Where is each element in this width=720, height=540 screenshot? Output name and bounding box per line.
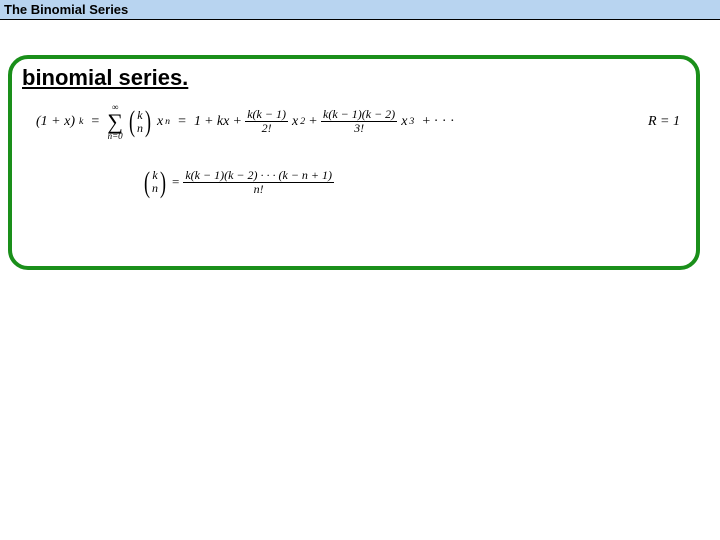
binom-bot: n bbox=[137, 122, 143, 135]
xn-term: xn bbox=[157, 114, 170, 130]
paren-left: ( bbox=[129, 111, 135, 132]
coeff-paren-right: ) bbox=[160, 172, 166, 193]
lhs-exp: k bbox=[79, 116, 83, 127]
term1: kx bbox=[217, 114, 229, 130]
x3-term: x3 bbox=[401, 114, 414, 130]
plus3: + bbox=[309, 114, 317, 130]
plus2: + bbox=[233, 114, 241, 130]
binom-top: k bbox=[137, 109, 142, 122]
dots: + · · · bbox=[418, 114, 454, 130]
frac3: k(k − 1)(k − 2) 3! bbox=[321, 108, 397, 135]
sigma-bottom: n=0 bbox=[108, 132, 123, 141]
binomial-box: binomial series. (1 + x)k = ∞ ∑ n=0 ( k … bbox=[8, 55, 700, 270]
f3-den: 3! bbox=[352, 122, 366, 135]
radius-of-convergence: R = 1 bbox=[648, 114, 686, 130]
f3-num: k(k − 1)(k − 2) bbox=[321, 108, 397, 121]
main-formula: (1 + x)k = ∞ ∑ n=0 ( k n ) xn = 1 + kx + bbox=[22, 99, 686, 141]
binom-paren: ( k n ) bbox=[127, 109, 153, 135]
frac2: k(k − 1) 2! bbox=[245, 108, 288, 135]
coefficient-definition: ( k n ) = k(k − 1)(k − 2) · · · (k − n +… bbox=[22, 169, 686, 196]
x2-term: x2 bbox=[292, 114, 305, 130]
x3-base: x bbox=[401, 114, 407, 130]
sigma-symbol: ∑ bbox=[107, 112, 123, 132]
plus1: + bbox=[205, 114, 213, 130]
coeff-num: k(k − 1)(k − 2) · · · (k − n + 1) bbox=[183, 169, 334, 182]
x2-exp: 2 bbox=[300, 116, 305, 127]
coeff-binom-bot: n bbox=[152, 182, 158, 195]
xn-exp: n bbox=[165, 116, 170, 127]
coeff-binom: ( k n ) bbox=[142, 169, 168, 195]
eq1: = bbox=[87, 114, 103, 130]
paren-right: ) bbox=[145, 111, 151, 132]
sigma: ∞ ∑ n=0 bbox=[107, 103, 123, 141]
f2-den: 2! bbox=[260, 122, 274, 135]
xn-base: x bbox=[157, 114, 163, 130]
lhs-base: (1 + x) bbox=[36, 114, 75, 130]
term0: 1 bbox=[194, 114, 201, 130]
coeff-binom-col: k n bbox=[152, 169, 158, 195]
coeff-frac: k(k − 1)(k − 2) · · · (k − n + 1) n! bbox=[183, 169, 334, 196]
coeff-den: n! bbox=[252, 183, 266, 196]
page-header: The Binomial Series bbox=[0, 0, 720, 20]
x3-exp: 3 bbox=[409, 116, 414, 127]
formula-body: (1 + x)k = ∞ ∑ n=0 ( k n ) xn = 1 + kx + bbox=[36, 103, 455, 141]
coeff-paren-left: ( bbox=[144, 172, 150, 193]
binom-col: k n bbox=[137, 109, 143, 135]
box-title: binomial series. bbox=[22, 65, 686, 91]
eq2: = bbox=[174, 114, 190, 130]
x2-base: x bbox=[292, 114, 298, 130]
f2-num: k(k − 1) bbox=[245, 108, 288, 121]
coeff-eq: = bbox=[168, 174, 183, 190]
header-title: The Binomial Series bbox=[4, 2, 128, 17]
